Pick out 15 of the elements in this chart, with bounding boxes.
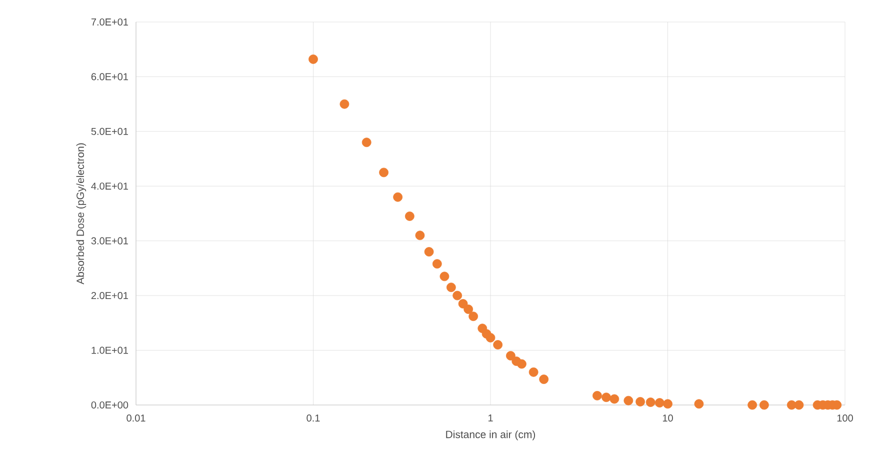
x-axis-title: Distance in air (cm) (446, 430, 536, 440)
y-tick-label: 3.0E+01 (91, 237, 128, 244)
y-tick-label: 4.0E+01 (91, 182, 128, 190)
y-tick-label: 0.0E+00 (91, 401, 128, 409)
y-tick-label: 5.0E+01 (91, 128, 128, 135)
y-tick-label: 1.0E+01 (92, 346, 128, 354)
x-tick-label: 10 (662, 414, 673, 422)
x-tick-label: 0.1 (306, 414, 320, 422)
x-tick-label: 100 (837, 414, 853, 422)
y-tick-label: 6.0E+01 (91, 73, 128, 80)
x-tick-label: 0.01 (126, 414, 146, 422)
x-tick-label: 1 (488, 414, 493, 422)
y-axis-title: Absorbed Dose (pGy/electron) (76, 143, 86, 284)
y-tick-label: 2.0E+01 (91, 292, 128, 300)
y-tick-label: 7.0E+01 (91, 18, 128, 26)
